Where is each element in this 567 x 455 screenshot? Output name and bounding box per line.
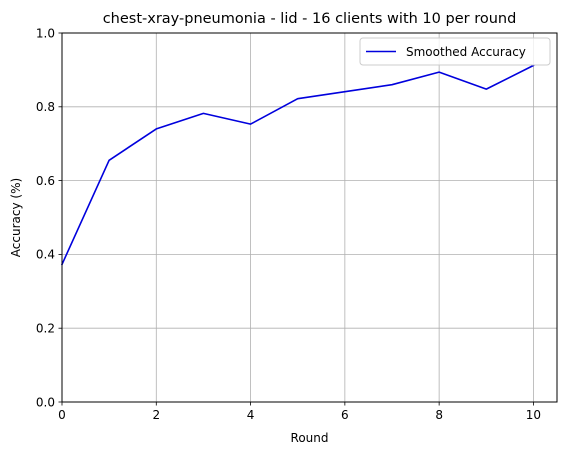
- x-tick-label: 4: [247, 408, 255, 422]
- x-tick-label: 6: [341, 408, 349, 422]
- x-tick-label: 10: [526, 408, 541, 422]
- y-axis-label: Accuracy (%): [9, 178, 23, 257]
- y-tick-label: 0.0: [36, 395, 55, 409]
- chart-title: chest-xray-pneumonia - lid - 16 clients …: [103, 11, 517, 27]
- x-tick-label: 0: [58, 408, 66, 422]
- y-tick-label: 1.0: [36, 26, 55, 40]
- x-tick-label: 2: [152, 408, 160, 422]
- data-series: [60, 64, 535, 266]
- axis-ticks: 0 2 4 6 8 10 0.0 0.2 0.4 0.6 0.8 1.0: [36, 26, 541, 422]
- series-line-smoothed-accuracy: [60, 64, 535, 266]
- y-tick-label: 0.4: [36, 248, 55, 262]
- legend-entry-label: Smoothed Accuracy: [406, 45, 526, 59]
- plot-area-frame: [61, 32, 558, 403]
- x-axis-label: Round: [291, 431, 329, 445]
- legend: Smoothed Accuracy: [359, 37, 551, 66]
- y-tick-label: 0.2: [36, 322, 55, 336]
- y-tick-label: 0.8: [36, 100, 55, 114]
- x-tick-label: 8: [435, 408, 443, 422]
- legend-box: [359, 37, 551, 66]
- y-tick-label: 0.6: [36, 174, 55, 188]
